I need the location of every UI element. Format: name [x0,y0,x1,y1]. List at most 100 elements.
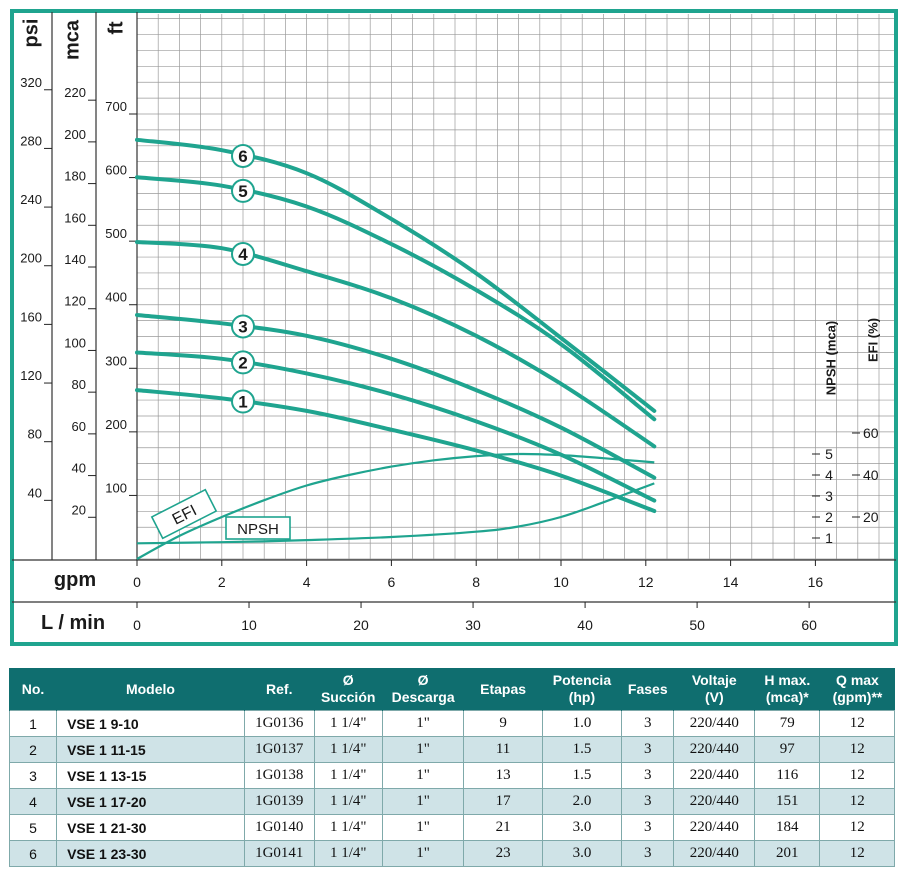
table-cell: 3.0 [541,814,623,841]
table-cell: 1 1/4" [313,710,383,737]
table-cell: 11 [463,736,543,763]
curve-marker-6 [231,143,255,168]
npsh-tick-label: 1 [825,530,833,546]
table-cell: 1" [381,788,465,815]
table-cell: 12 [819,814,895,841]
table-cell: VSE 1 13-15 [56,762,245,789]
mca-tick-label: 220 [64,85,86,100]
table-cell: 97 [754,736,821,763]
table-cell: 17 [463,788,543,815]
table-header-text: Q max [836,672,879,688]
table-header-text: Voltaje [691,672,737,688]
table-cell: 1 1/4" [313,788,383,815]
efi-label-box [150,488,218,540]
curve-marker-4 [231,241,255,266]
mca-tick-label: 200 [64,127,86,142]
ft-unit-label: ft [105,21,127,35]
table-cell: 220/440 [673,762,756,789]
table-cell: 116 [754,762,821,789]
table-cell: 1" [381,710,465,737]
table-cell: 1.5 [541,736,623,763]
mca-tick-label: 60 [72,419,86,434]
psi-tick-label: 80 [28,427,42,442]
table-cell: 6 [8,840,58,867]
psi-tick-label: 120 [20,368,42,383]
table-cell: VSE 1 17-20 [56,788,245,815]
curve-marker-2 [231,350,255,375]
efi-tick-label: 60 [863,425,879,441]
table-header-cell: Q max (gpm)** [819,668,895,711]
npsh-tick-label: 4 [825,467,833,483]
table-cell: 151 [754,788,821,815]
table-cell: 3 [621,710,675,737]
table-cell: 9 [463,710,543,737]
table-cell: 1G0141 [243,840,315,867]
mca-unit-label: mca [61,19,83,60]
lmin-tick-label: 10 [241,617,257,633]
lmin-unit-label: L / min [41,612,105,634]
curve-marker-label-6: 6 [238,147,247,166]
table-cell: 2.0 [541,788,623,815]
table-header-text: (mca)* [765,689,809,705]
npsh-tick-label: 2 [825,509,833,525]
table-header-text: Descarga [391,689,455,705]
table-cell: 220/440 [673,736,756,763]
pump-specs-table: No. Modelo Ref. Ø Succión Ø Descarga Etapas Pote… [8,668,895,867]
table-header-text: Succión [320,689,376,705]
table-header-text: (hp) [568,689,596,705]
table-header-cell: No. [8,668,57,711]
chart-frame [10,9,898,646]
table-cell: 220/440 [673,840,756,867]
head-curve-2 [135,350,657,503]
table-header-cell: Ø Descarga [381,668,464,711]
npsh-label-text: NPSH [237,521,279,538]
table-cell: 5 [8,814,58,841]
table-header-row: No. Modelo Ref. Ø Succión Ø Descarga Etapas Pote… [8,668,895,711]
lmin-tick-label: 30 [465,617,481,633]
table-cell: 220/440 [673,788,756,815]
table-cell: 1G0139 [243,788,315,815]
lmin-tick-label: 20 [353,617,369,633]
head-curve-6 [135,137,657,413]
table-cell: 12 [819,762,895,789]
table-header-text: Ref. [266,680,293,697]
table-cell: 4 [8,788,58,815]
npsh-curve [136,482,655,545]
table-cell: 12 [819,710,895,737]
table-cell: 1.5 [541,762,623,789]
gpm-tick-label: 16 [808,574,824,590]
table-cell: 220/440 [673,710,756,737]
table-cell: 1 1/4" [313,736,383,763]
table-header-cell: Ø Succión [313,668,383,711]
efi-tick-label: 40 [863,467,879,483]
table-cell: 3 [621,788,675,815]
efi-unit-label: EFI (%) [865,318,880,362]
head-curve-4 [135,240,657,449]
mca-tick-label: 80 [72,377,86,392]
table-cell: 1.0 [541,710,623,737]
table-header-cell: Fases [621,668,674,711]
gpm-tick-label: 14 [723,574,739,590]
curve-marker-label-3: 3 [238,317,247,336]
npsh-label-box [225,516,291,540]
table-header-text: Ø [342,672,354,688]
head-curve-1 [135,388,657,513]
table-header-cell: H max. (mca)* [754,668,820,711]
mca-tick-label: 20 [72,502,86,517]
table-cell: 184 [754,814,821,841]
table-cell: 12 [819,736,895,763]
curve-marker-label-4: 4 [238,245,248,264]
table-cell: 3 [621,762,675,789]
ft-tick-label: 500 [105,226,127,241]
table-cell: VSE 1 9-10 [56,710,245,737]
curve-marker-label-1: 1 [238,393,247,412]
table-cell: 79 [754,710,821,737]
mca-tick-label: 120 [64,294,86,309]
npsh-tick-label: 3 [825,488,833,504]
efi-tick-label: 20 [863,509,879,525]
table-cell: 3.0 [541,840,623,867]
gpm-tick-label: 12 [638,574,654,590]
table-cell: 3 [621,814,675,841]
table-cell: 3 [8,762,58,789]
